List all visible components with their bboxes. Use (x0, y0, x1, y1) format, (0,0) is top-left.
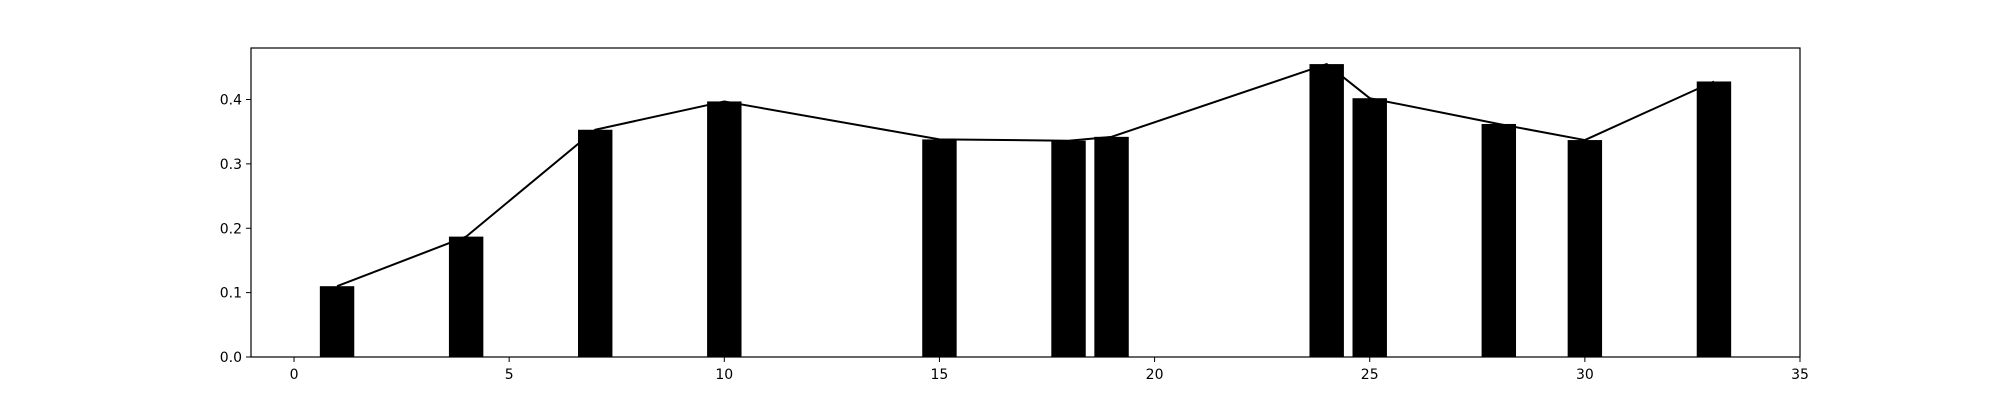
bar (1051, 140, 1086, 357)
x-axis: 0 5 10 15 20 25 30 35 (290, 357, 1809, 383)
bar (1309, 64, 1344, 357)
x-tick-label: 35 (1791, 367, 1809, 383)
y-axis: 0.0 0.1 0.2 0.3 0.4 (220, 93, 251, 366)
x-tick-label: 0 (290, 367, 299, 383)
x-tick-label: 25 (1361, 367, 1379, 383)
bars-series (319, 64, 1732, 358)
line-path (336, 63, 1715, 288)
y-tick-label: 0.2 (220, 221, 242, 237)
bar (448, 236, 484, 357)
y-tick-label: 0.1 (220, 286, 242, 302)
line-series (336, 63, 1715, 288)
bar (1481, 123, 1517, 358)
x-tick-label: 5 (505, 367, 514, 383)
bar (1094, 136, 1129, 357)
x-tick-label: 30 (1576, 367, 1594, 383)
x-tick-label: 15 (931, 367, 949, 383)
bar (1352, 98, 1387, 358)
bar (319, 286, 355, 357)
x-tick-label: 10 (715, 367, 733, 383)
y-tick-label: 0.4 (220, 93, 242, 109)
y-tick-label: 0.3 (220, 157, 242, 173)
axes-frame (250, 47, 1801, 358)
bar (1696, 81, 1732, 357)
x-tick-label: 20 (1146, 367, 1164, 383)
bar (1567, 140, 1603, 357)
bar (707, 101, 742, 358)
bar (922, 139, 957, 357)
y-tick-label: 0.0 (220, 350, 242, 366)
bar (578, 129, 613, 357)
